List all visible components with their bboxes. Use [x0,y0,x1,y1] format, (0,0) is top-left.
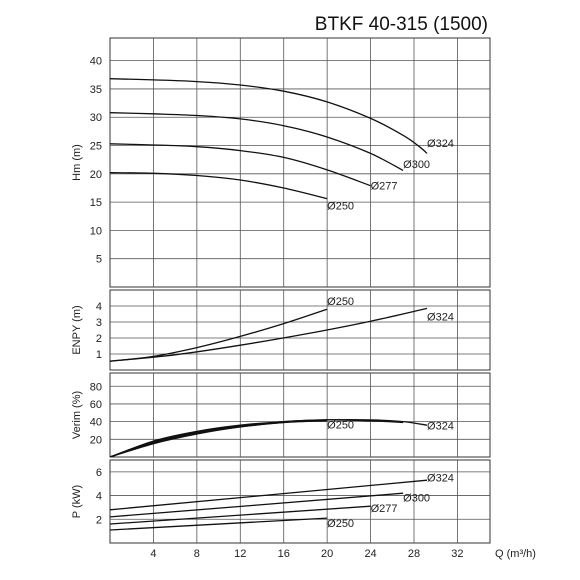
panels: 5 10 15 20 25 30 35 40 Hm (m) Ø324 Ø300 Ø277 Ø250 1 2 3… [71,37,491,544]
y-axis-label: Verim (%) [71,391,83,439]
y-tick-label: 40 [90,417,102,429]
series-line-Ø324 [110,479,428,511]
curve-label-Ø300: Ø300 [403,159,430,171]
x-axis: 4 8 12 16 20 24 28 32 Q (m³/h) [150,548,536,560]
y-tick-label: 30 [90,112,102,124]
x-tick-label: 16 [278,548,290,560]
x-tick-label: 32 [451,548,463,560]
y-tick-label: 40 [90,56,102,68]
y-tick-label: 4 [96,491,102,503]
panel-power: 2 4 6 P (kW) Ø324 Ø300 Ø277 Ø250 [71,459,491,544]
series-line-Ø300 [110,492,404,518]
y-tick-label: 20 [90,169,102,181]
x-tick-label: 24 [364,548,376,560]
curve-label-Ø250: Ø250 [327,420,354,432]
series-line-Ø250 [110,172,328,200]
y-tick-label: 20 [90,434,102,446]
curve-label-Ø324: Ø324 [427,138,454,150]
x-tick-label: 4 [150,548,156,560]
chart-title: BTKF 40-315 (1500) [315,14,488,35]
series-line-Ø250 [110,517,328,531]
curve-label-Ø250: Ø250 [327,518,354,530]
y-tick-label: 35 [90,84,102,96]
panel-head: 5 10 15 20 25 30 35 40 Hm (m) Ø324 Ø300 Ø277 Ø250 [71,37,491,288]
panel-npsh: 1 2 3 4 ENPY (m) Ø250 Ø324 [71,289,491,371]
curve-label-Ø324: Ø324 [427,311,454,323]
y-tick-label: 4 [96,301,102,313]
panel-efficiency: 20 40 60 80 Verim (%) Ø324 Ø250 [71,372,491,458]
curve-label-Ø250: Ø250 [327,296,354,308]
series-line-Ø324 [110,307,428,362]
series-line-Ø250 [110,420,328,457]
y-tick-label: 1 [96,349,102,361]
y-tick-label: 6 [96,467,102,479]
curve-label-Ø277: Ø277 [371,503,398,515]
x-tick-label: 12 [234,548,246,560]
y-axis-label: Hm (m) [71,144,83,181]
panel-frame [109,372,491,458]
y-axis-label: P (kW) [71,485,83,518]
y-axis-label: ENPY (m) [71,305,83,354]
y-tick-label: 15 [90,197,102,209]
series-line-Ø277 [110,505,371,525]
curve-label-Ø300: Ø300 [403,493,430,505]
panel-frame [109,37,491,288]
y-tick-label: 80 [90,381,102,393]
x-axis-label: Q (m³/h) [495,548,536,560]
x-tick-label: 28 [408,548,420,560]
y-tick-label: 2 [96,514,102,526]
curve-label-Ø250: Ø250 [327,200,354,212]
panel-frame [109,289,491,371]
curve-label-Ø324: Ø324 [427,421,454,433]
series-line-Ø300 [110,112,404,171]
series-line-Ø277 [110,143,371,187]
y-tick-label: 60 [90,399,102,411]
curve-label-Ø277: Ø277 [371,181,398,193]
y-tick-label: 10 [90,225,102,237]
curve-label-Ø324: Ø324 [427,472,454,484]
y-tick-label: 3 [96,317,102,329]
x-tick-label: 8 [194,548,200,560]
y-tick-label: 25 [90,141,102,153]
x-tick-label: 20 [321,548,333,560]
y-tick-label: 5 [96,254,102,266]
y-tick-label: 2 [96,333,102,345]
series-line-Ø324 [110,78,428,154]
